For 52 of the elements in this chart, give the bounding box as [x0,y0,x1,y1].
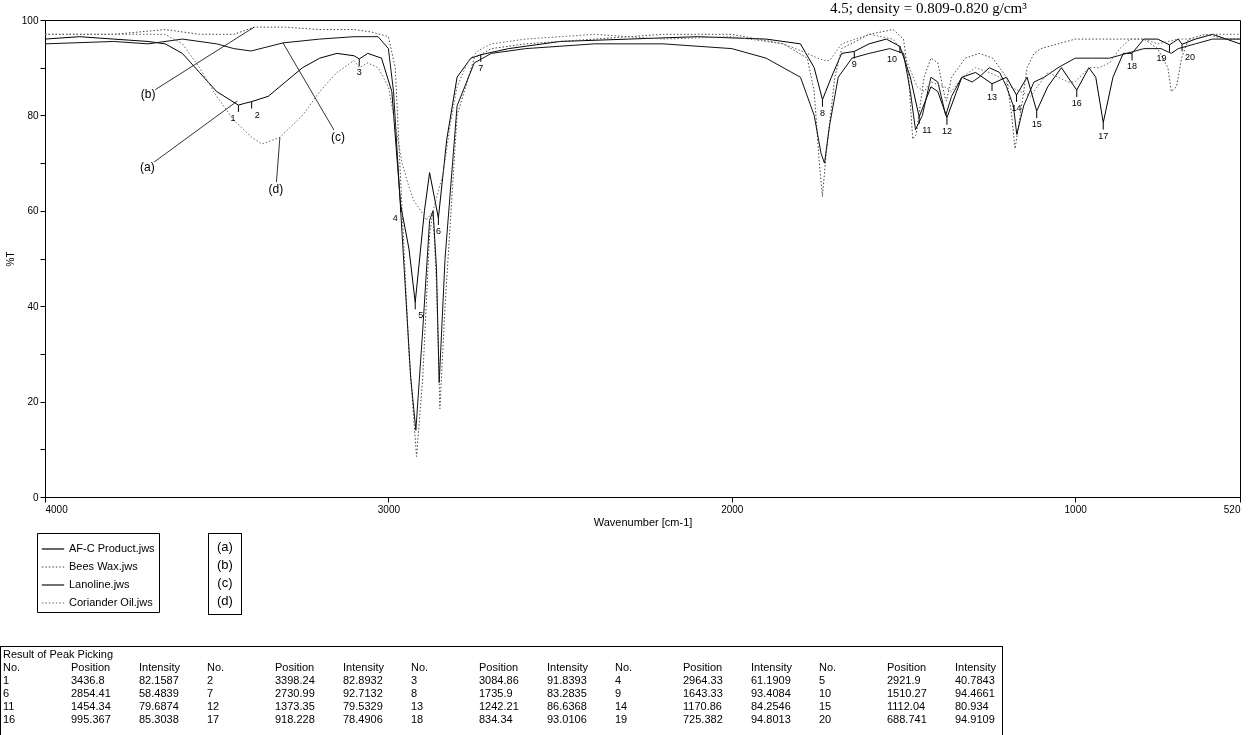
annotation: 18 [1127,61,1138,72]
x-tick-label: 520 [1223,503,1241,515]
annotation: 20 [1185,52,1196,63]
y-tick-label: 80 [27,109,39,121]
annotation: 1 [230,112,236,123]
y-tick-label: 100 [21,14,39,26]
legend-label: Lanoline.jws [69,578,131,590]
annotation: 13 [987,91,998,102]
annotation: (c) [330,129,345,144]
text: 6 2854.41 58.4839 7 2730.99 92.7132 8 1735.9 83.2835 9 1643.33 93.4084 10 1510.27 94.4661 [3,687,996,700]
annotation: 16 [1071,98,1082,109]
x-tick-label: 2000 [721,503,744,515]
annotation: (b) [140,87,156,102]
annotation: 12 [941,125,952,136]
annotation: 2 [254,109,260,120]
annotation: (a) [139,160,155,175]
legend-label: Coriander Oil.jws [69,596,154,608]
annotation: 4 [392,213,398,224]
y-tick-label: 60 [27,205,39,217]
annotation: 6 [435,225,441,236]
annotation: 3 [356,67,362,78]
annotation: 19 [1156,52,1167,63]
legend-label: Bees Wax.jws [69,560,139,572]
x-axis-title: Wavenumber [cm-1] [593,515,693,528]
annotation: 8 [819,107,825,118]
x-tick-label: 3000 [377,503,401,515]
annotation: 15 [1031,119,1042,130]
text: 11 1454.34 79.6874 12 1373.35 79.5329 13 1242.21 86.6368 14 1170.86 84.2546 15 1112.04 80.934 [3,700,990,713]
y-tick-label: 20 [27,396,39,408]
text: (d) [217,593,233,608]
legend-label: AF-C Product.jws [69,542,156,554]
annotation: 5 [418,310,424,321]
annotation: (d) [268,182,284,197]
text: No. Position Intensity No. Position Intensity No. Position Intensity No. Position Intensity No. Position Intensity [3,661,996,674]
y-axis-title: %T [4,251,16,267]
text: 1 3436.8 82.1587 2 3398.24 82.8932 3 3084.86 91.8393 4 2964.33 61.1909 5 2921.9 40.7843 [3,674,996,687]
x-tick-label: 1000 [1064,503,1088,515]
annotation: 7 [478,62,484,73]
text: (b) [217,557,233,572]
text: Result of Peak Picking [3,648,115,661]
annotation: 11 [922,124,932,135]
annotation: 14 [1011,102,1022,113]
x-tick-label: 4000 [45,503,69,515]
text: 16 995.367 85.3038 17 918.228 78.4906 18 834.34 93.0106 19 725.382 94.8013 20 688.741 94.9109 [3,713,996,726]
text: (a) [217,539,233,554]
annotation: 10 [886,54,897,65]
y-tick-label: 0 [32,491,39,503]
y-tick-label: 40 [27,300,39,312]
text: (c) [217,575,233,590]
annotation: 9 [851,59,857,70]
annotation: 17 [1098,130,1109,141]
text: 4.5; density = 0.809-0.820 g/cm³ [830,0,1027,16]
